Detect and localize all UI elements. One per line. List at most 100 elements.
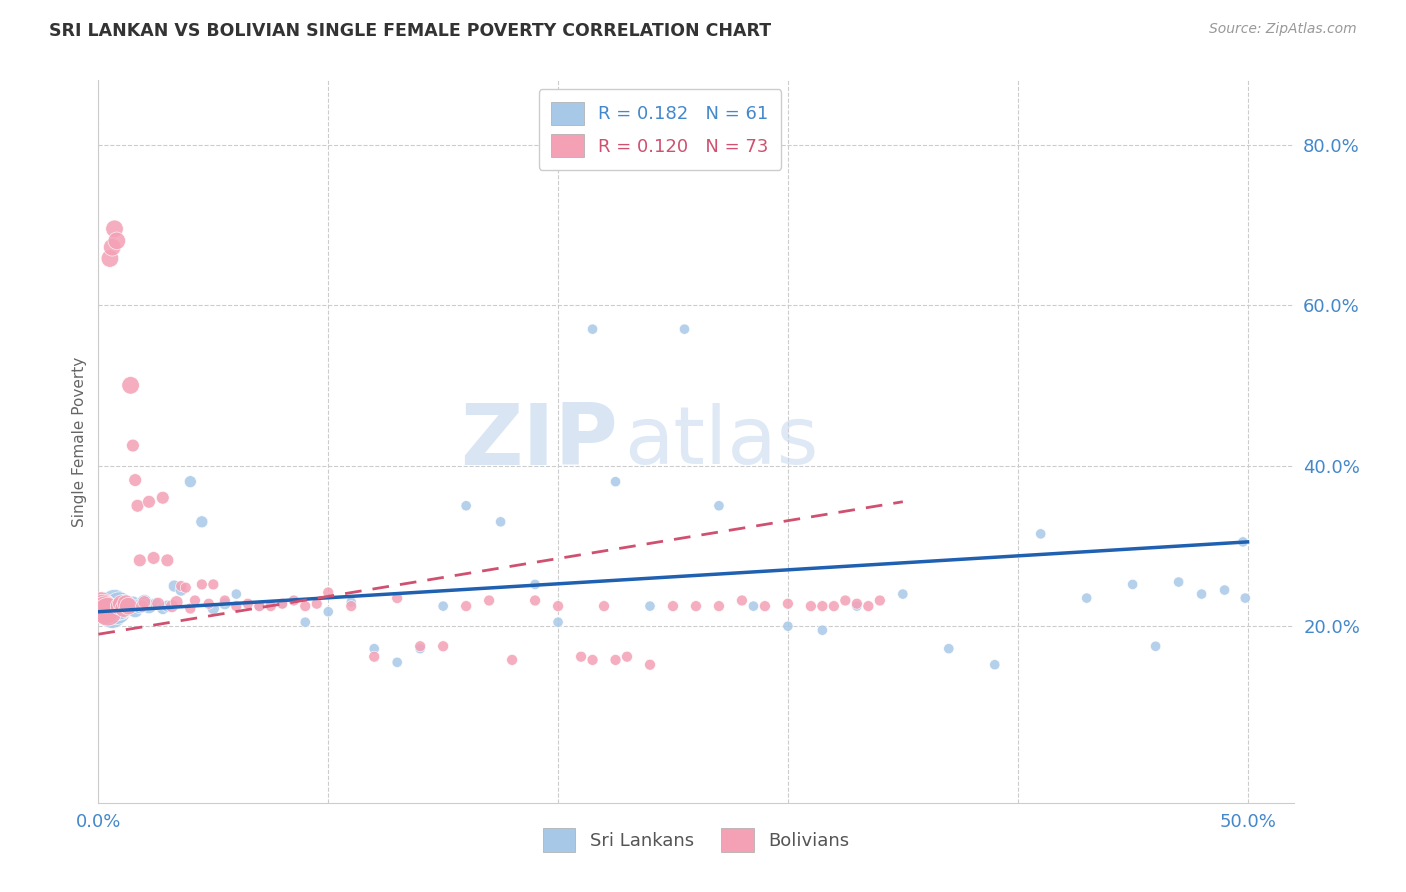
Point: [673, 322, 696, 336]
Point: [236, 597, 259, 611]
Point: [524, 577, 547, 591]
Point: [547, 599, 569, 614]
Point: [90, 599, 112, 614]
Point: [605, 475, 627, 489]
Y-axis label: Single Female Poverty: Single Female Poverty: [72, 357, 87, 526]
Point: [122, 438, 145, 452]
Point: [117, 601, 139, 615]
Point: [101, 607, 124, 621]
Point: [152, 601, 174, 615]
Point: [456, 499, 478, 513]
Point: [117, 599, 139, 614]
Point: [685, 599, 707, 614]
Point: [105, 603, 128, 617]
Point: [134, 595, 156, 609]
Text: Source: ZipAtlas.com: Source: ZipAtlas.com: [1209, 22, 1357, 37]
Point: [776, 597, 799, 611]
Point: [138, 494, 160, 508]
Legend: Sri Lankans, Bolivians: Sri Lankans, Bolivians: [536, 822, 856, 859]
Point: [605, 653, 627, 667]
Point: [707, 599, 730, 614]
Text: atlas: atlas: [624, 402, 818, 481]
Point: [1167, 574, 1189, 589]
Point: [754, 599, 776, 614]
Point: [363, 641, 385, 656]
Point: [1232, 534, 1254, 549]
Point: [409, 639, 432, 653]
Point: [1234, 591, 1257, 606]
Point: [103, 221, 125, 235]
Point: [91, 599, 114, 614]
Point: [112, 601, 135, 615]
Point: [134, 595, 156, 609]
Point: [616, 649, 638, 664]
Point: [120, 378, 142, 392]
Point: [524, 593, 547, 607]
Point: [823, 599, 845, 614]
Point: [271, 597, 294, 611]
Point: [170, 579, 193, 593]
Point: [94, 603, 117, 617]
Point: [260, 599, 283, 614]
Point: [478, 593, 501, 607]
Point: [191, 515, 214, 529]
Point: [1213, 583, 1236, 598]
Point: [845, 597, 868, 611]
Point: [202, 577, 225, 591]
Point: [247, 599, 270, 614]
Point: [98, 252, 121, 266]
Point: [110, 605, 132, 619]
Text: SRI LANKAN VS BOLIVIAN SINGLE FEMALE POVERTY CORRELATION CHART: SRI LANKAN VS BOLIVIAN SINGLE FEMALE POV…: [49, 22, 772, 40]
Point: [148, 597, 170, 611]
Point: [184, 593, 207, 607]
Point: [112, 595, 135, 609]
Point: [214, 597, 236, 611]
Point: [145, 597, 167, 611]
Point: [340, 599, 363, 614]
Point: [581, 322, 603, 336]
Point: [271, 597, 294, 611]
Point: [858, 599, 880, 614]
Point: [811, 623, 834, 637]
Point: [156, 553, 179, 567]
Point: [800, 599, 823, 614]
Point: [174, 581, 197, 595]
Point: [128, 553, 150, 567]
Point: [124, 603, 146, 617]
Point: [845, 599, 868, 614]
Point: [707, 499, 730, 513]
Point: [731, 593, 754, 607]
Point: [115, 597, 138, 611]
Point: [834, 593, 856, 607]
Point: [128, 599, 150, 614]
Text: ZIP: ZIP: [461, 400, 619, 483]
Point: [984, 657, 1007, 672]
Point: [489, 515, 512, 529]
Point: [105, 234, 128, 248]
Point: [179, 601, 201, 615]
Point: [363, 649, 385, 664]
Point: [316, 585, 339, 599]
Point: [294, 615, 316, 630]
Point: [214, 593, 236, 607]
Point: [869, 593, 891, 607]
Point: [202, 601, 225, 615]
Point: [152, 491, 174, 505]
Point: [662, 599, 685, 614]
Point: [179, 475, 201, 489]
Point: [283, 593, 305, 607]
Point: [811, 599, 834, 614]
Point: [569, 649, 592, 664]
Point: [91, 601, 114, 615]
Point: [938, 641, 960, 656]
Point: [225, 587, 247, 601]
Point: [108, 599, 131, 614]
Point: [385, 591, 409, 606]
Point: [97, 605, 120, 619]
Point: [742, 599, 765, 614]
Point: [197, 597, 219, 611]
Point: [1191, 587, 1213, 601]
Point: [638, 657, 661, 672]
Point: [127, 499, 149, 513]
Point: [94, 603, 117, 617]
